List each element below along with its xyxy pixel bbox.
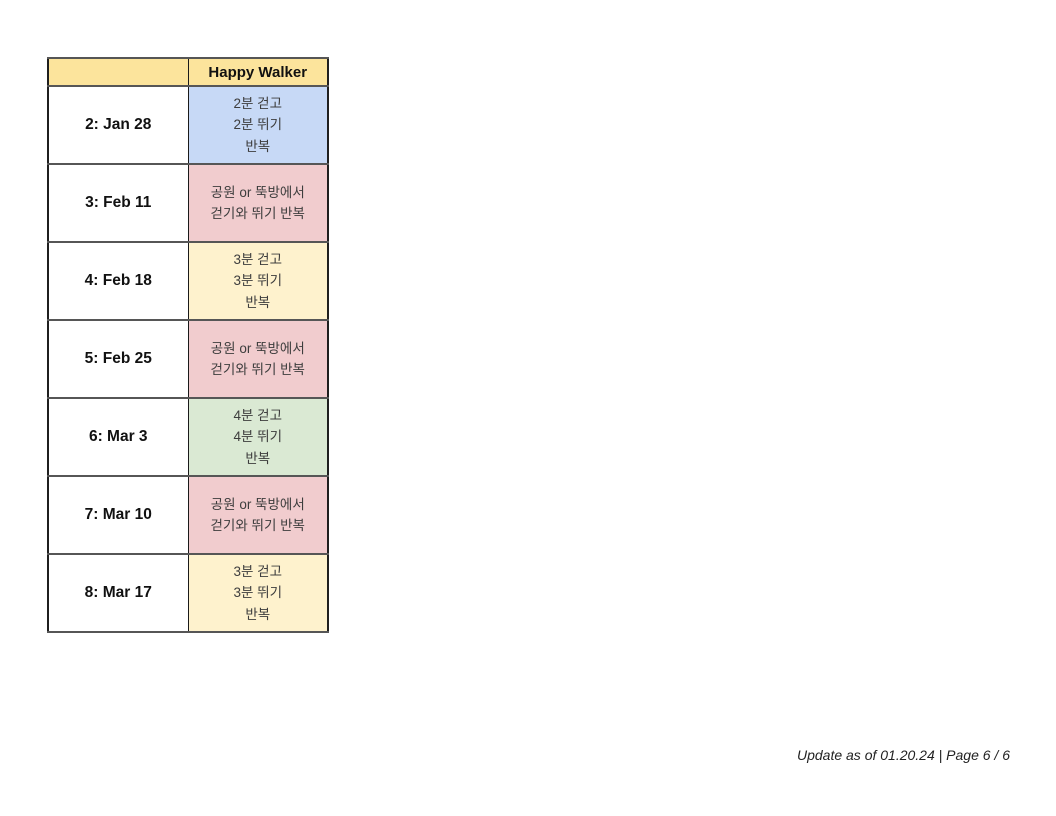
date-cell: 7: Mar 10: [47, 475, 189, 555]
date-cell: 8: Mar 17: [47, 553, 189, 633]
date-cell: 4: Feb 18: [47, 241, 189, 321]
activity-cell: 공원 or 뚝방에서 걷기와 뛰기 반복: [187, 319, 329, 399]
date-cell: 6: Mar 3: [47, 397, 189, 477]
table-row: 8: Mar 17 3분 걷고 3분 뛰기 반복: [47, 553, 329, 633]
table-row: 5: Feb 25 공원 or 뚝방에서 걷기와 뛰기 반복: [47, 319, 329, 399]
date-cell: 5: Feb 25: [47, 319, 189, 399]
empty-header-cell: [47, 57, 189, 87]
activity-cell: 3분 걷고 3분 뛰기 반복: [187, 553, 329, 633]
table-row: 6: Mar 3 4분 걷고 4분 뛰기 반복: [47, 397, 329, 477]
activity-cell: 공원 or 뚝방에서 걷기와 뛰기 반복: [187, 163, 329, 243]
page-footer: Update as of 01.20.24 | Page 6 / 6: [796, 747, 1010, 763]
activity-cell: 4분 걷고 4분 뛰기 반복: [187, 397, 329, 477]
date-cell: 2: Jan 28: [47, 85, 189, 165]
table-row: 3: Feb 11 공원 or 뚝방에서 걷기와 뛰기 반복: [47, 163, 329, 243]
activity-cell: 3분 걷고 3분 뛰기 반복: [187, 241, 329, 321]
table-row: 7: Mar 10 공원 or 뚝방에서 걷기와 뛰기 반복: [47, 475, 329, 555]
activity-cell: 공원 or 뚝방에서 걷기와 뛰기 반복: [187, 475, 329, 555]
activity-cell: 2분 걷고 2분 뛰기 반복: [187, 85, 329, 165]
program-header-cell: Happy Walker: [187, 57, 329, 87]
table-header-row: Happy Walker: [47, 57, 329, 87]
table-row: 4: Feb 18 3분 걷고 3분 뛰기 반복: [47, 241, 329, 321]
date-cell: 3: Feb 11: [47, 163, 189, 243]
table-row: 2: Jan 28 2분 걷고 2분 뛰기 반복: [47, 85, 329, 165]
walking-schedule-table: Happy Walker 2: Jan 28 2분 걷고 2분 뛰기 반복 3:…: [47, 57, 329, 633]
